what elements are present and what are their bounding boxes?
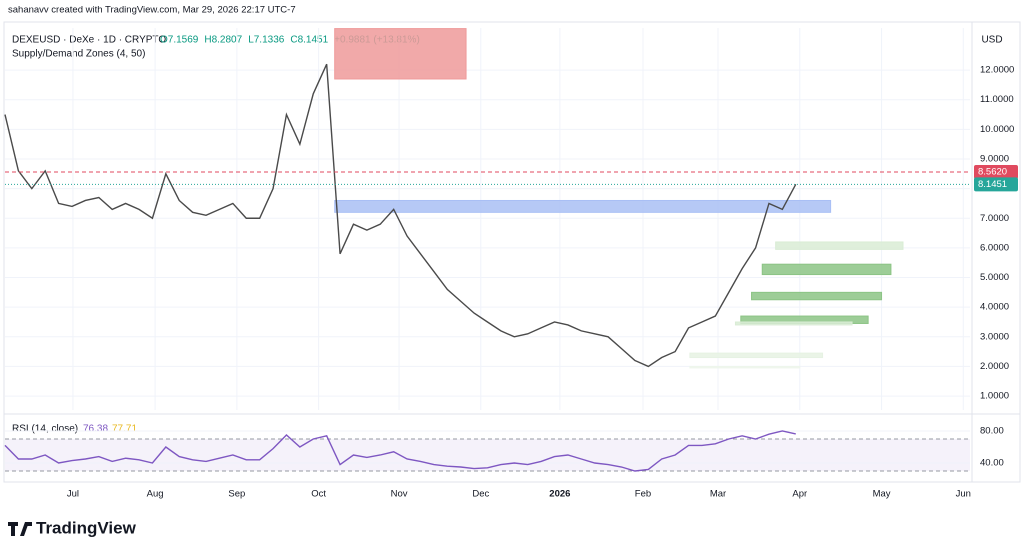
x-tick-label: Sep bbox=[228, 489, 245, 500]
y-tick-label: 1.0000 bbox=[980, 391, 1009, 402]
zone bbox=[334, 28, 467, 80]
brand-logo: TradingView bbox=[8, 518, 137, 537]
pane: 40.00 80.00 bbox=[4, 426, 1004, 472]
x-tick-label: Dec bbox=[472, 489, 489, 500]
currency: USD bbox=[981, 35, 1002, 46]
x-tick-label: Oct bbox=[311, 489, 326, 500]
y-tick-label: 11.0000 bbox=[980, 94, 1014, 105]
series-line bbox=[4, 430, 796, 472]
ohlc-value: C8.1451 bbox=[290, 35, 328, 46]
frame bbox=[3, 21, 1021, 483]
zone bbox=[751, 291, 883, 301]
zone bbox=[689, 352, 824, 359]
y-tick-label: 40.00 bbox=[980, 458, 1004, 469]
pane: 1.0000 2.0000 3.0000 4.0000 5.0000 6.0000 7.00… bbox=[4, 28, 1018, 500]
y-tick-label: 4.0000 bbox=[980, 302, 1009, 313]
zone bbox=[334, 199, 832, 213]
x-tick-label: May bbox=[873, 489, 891, 500]
x-tick-label: 2026 bbox=[549, 489, 570, 500]
y-tick-label: 5.0000 bbox=[980, 272, 1009, 283]
x-tick-label: Mar bbox=[710, 489, 726, 500]
x-tick-label: Nov bbox=[391, 489, 408, 500]
y-tick-label: 10.0000 bbox=[980, 124, 1014, 135]
x-tick-label: Feb bbox=[635, 489, 651, 500]
zone bbox=[775, 241, 904, 250]
y-tick-label: 6.0000 bbox=[980, 242, 1009, 253]
zone bbox=[761, 263, 892, 276]
rsi-label: RSI (14, close) bbox=[12, 424, 78, 435]
x-tick-label: Aug bbox=[147, 489, 164, 500]
zone bbox=[734, 321, 853, 326]
brand: TradingView bbox=[36, 518, 137, 537]
ohlc-value: L7.1336 bbox=[248, 35, 285, 46]
price-tag-label: 8.5620 bbox=[978, 166, 1007, 177]
indicator: Supply/Demand Zones (4, 50) bbox=[12, 49, 145, 60]
rsi-band bbox=[5, 439, 970, 471]
price-tag-label: 8.1451 bbox=[978, 179, 1007, 190]
credit: sahanavv created with TradingView.com, M… bbox=[8, 5, 296, 16]
zone bbox=[689, 365, 801, 369]
price-tag bbox=[974, 177, 1018, 192]
rsi-value: 76.38 bbox=[83, 424, 108, 435]
ohlc-value: H8.2807 bbox=[204, 35, 242, 46]
y-tick-label: 12.0000 bbox=[980, 65, 1014, 76]
price-tag bbox=[974, 164, 1018, 179]
x-tick-label: Jul bbox=[67, 489, 79, 500]
y-tick-label: 2.0000 bbox=[980, 361, 1009, 372]
y-tick-label: 80.00 bbox=[980, 426, 1004, 437]
rsi-ma: 77.71 bbox=[112, 424, 137, 435]
y-tick-label: 7.0000 bbox=[980, 213, 1009, 224]
ohlc-value: O7.1569 bbox=[160, 35, 199, 46]
y-tick-label: 9.0000 bbox=[980, 154, 1009, 165]
x-tick-label: Apr bbox=[792, 489, 807, 500]
symbol: DEXEUSD · DeXe · 1D · CRYPTO bbox=[12, 35, 166, 46]
series-line bbox=[4, 63, 797, 368]
x-tick-label: Jun bbox=[956, 489, 971, 500]
y-tick-label: 3.0000 bbox=[980, 331, 1009, 342]
